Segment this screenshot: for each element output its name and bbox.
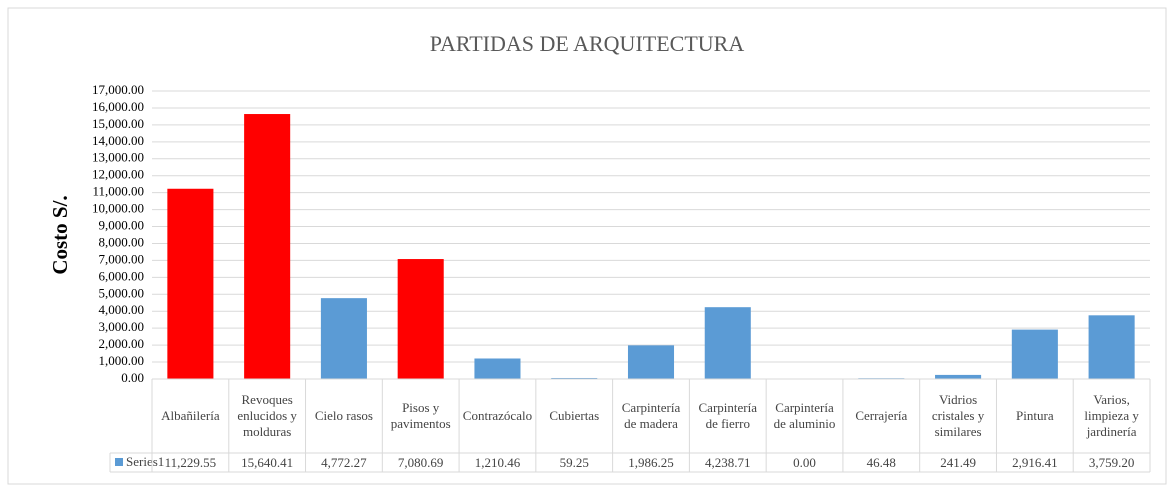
data-table-value: 46.48	[866, 454, 896, 470]
y-axis-label: Costo S/.	[48, 195, 72, 274]
y-tick-label: 7,000.00	[99, 251, 145, 266]
data-table-value: 2,916.41	[1012, 454, 1058, 470]
bar	[1088, 315, 1135, 379]
bar	[474, 358, 521, 379]
data-table-value: 7,080.69	[397, 454, 444, 470]
bar	[1011, 329, 1058, 379]
data-table-value: 1,210.46	[474, 454, 521, 470]
legend-label: Series1	[126, 454, 164, 469]
data-table-value: 1,986.25	[628, 454, 674, 470]
x-category-label: Carpintería de aluminio	[773, 400, 836, 431]
data-table-value: 59.25	[559, 454, 589, 470]
x-category-label: Varios, limpieza y jardinería	[1084, 392, 1139, 439]
x-category-label: Cerrajería	[855, 408, 908, 423]
bar	[320, 298, 367, 379]
bar	[704, 307, 751, 379]
x-category-label: Carpintería de fierro	[698, 400, 757, 431]
x-category-label: Pintura	[1016, 408, 1054, 423]
bar	[167, 188, 214, 379]
data-table-value: 4,772.27	[321, 454, 367, 470]
x-category-label: Albañilería	[161, 408, 220, 423]
data-table-value: 241.49	[940, 454, 976, 470]
y-tick-label: 0.00	[121, 370, 144, 385]
y-tick-label: 17,000.00	[92, 82, 144, 97]
y-tick-label: 6,000.00	[99, 268, 145, 283]
x-category-label: Cubiertas	[549, 408, 600, 423]
y-tick-label: 3,000.00	[99, 319, 145, 334]
chart-title: PARTIDAS DE ARQUITECTURA	[430, 31, 745, 56]
x-category-label: Carpintería de madera	[621, 400, 681, 431]
y-tick-label: 2,000.00	[99, 336, 145, 351]
y-tick-label: 1,000.00	[99, 353, 145, 368]
y-tick-label: 9,000.00	[99, 218, 145, 233]
y-tick-label: 4,000.00	[99, 302, 145, 317]
y-tick-label: 14,000.00	[92, 133, 144, 148]
bar	[397, 259, 444, 379]
y-tick-label: 13,000.00	[92, 150, 144, 165]
x-category-label: Pisos y pavimentos	[390, 400, 451, 431]
x-category-label: Revoques enlucidos y molduras	[237, 392, 297, 439]
bar	[551, 377, 598, 379]
data-table-value: 11,229.55	[164, 454, 217, 470]
y-tick-label: 15,000.00	[92, 116, 144, 131]
y-tick-label: 16,000.00	[92, 99, 144, 114]
y-tick-label: 8,000.00	[99, 234, 145, 249]
legend-swatch	[115, 458, 123, 466]
x-category-label: Cielo rasos	[314, 408, 373, 423]
data-table-value: 4,238.71	[705, 454, 751, 470]
x-category-label: Vidrios cristales y similares	[931, 392, 985, 439]
bar	[244, 114, 291, 379]
y-tick-label: 10,000.00	[92, 201, 144, 216]
data-table-value: 0.00	[793, 454, 816, 470]
bar	[935, 374, 982, 379]
data-table-value: 3,759.20	[1088, 454, 1135, 470]
data-table-value: 15,640.41	[241, 454, 294, 470]
y-tick-label: 11,000.00	[92, 184, 144, 199]
y-tick-label: 5,000.00	[99, 285, 145, 300]
x-category-label: Contrazócalo	[462, 408, 533, 423]
y-tick-label: 12,000.00	[92, 167, 144, 182]
bar	[627, 345, 675, 379]
